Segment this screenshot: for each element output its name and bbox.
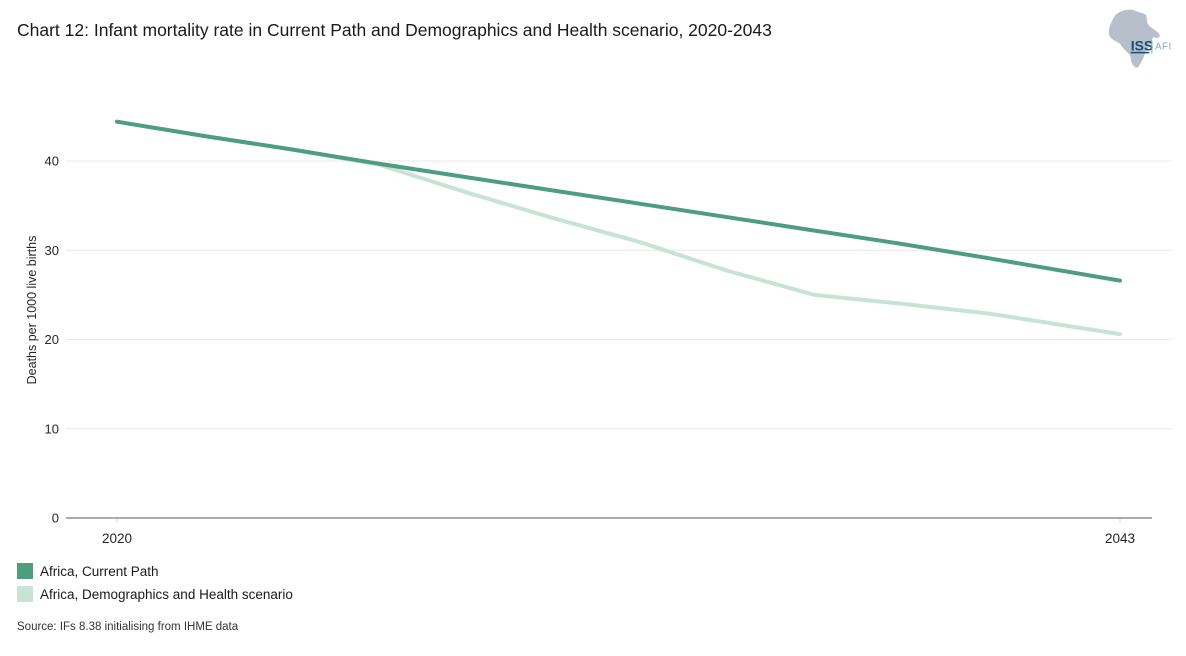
africa-map-icon — [1108, 9, 1160, 68]
legend-item: Africa, Demographics and Health scenario — [17, 586, 293, 602]
x-tick-label: 2043 — [1105, 531, 1135, 546]
y-tick-label: 30 — [45, 243, 59, 258]
y-tick-label: 20 — [45, 332, 59, 347]
legend-swatch — [17, 563, 33, 579]
legend: Africa, Current Path Africa, Demographics… — [17, 563, 293, 609]
y-tick-label: 40 — [45, 154, 59, 169]
chart-title: Chart 12: Infant mortality rate in Curre… — [17, 20, 772, 40]
series-line — [115, 119, 1122, 283]
source-note: Source: IFs 8.38 initialising from IHME … — [17, 621, 239, 633]
legend-item: Africa, Current Path — [17, 563, 293, 579]
legend-label: Africa, Current Path — [40, 563, 159, 579]
x-tick-label: 2020 — [102, 531, 132, 546]
iss-afi-logo: ISS AFI — [1104, 8, 1176, 70]
plot-area: 0 10 20 30 40 2020 2043 Deaths per 1000 live bi… — [25, 119, 1172, 546]
legend-swatch — [17, 586, 33, 602]
series-line — [115, 119, 1122, 337]
logo-unit-text: AFI — [1155, 41, 1172, 52]
y-tick-label: 0 — [52, 511, 59, 526]
y-tick-label: 10 — [45, 421, 59, 436]
y-axis-title: Deaths per 1000 live births — [25, 236, 39, 385]
legend-label: Africa, Demographics and Health scenario — [40, 586, 293, 602]
logo-org-text: ISS — [1131, 37, 1153, 53]
